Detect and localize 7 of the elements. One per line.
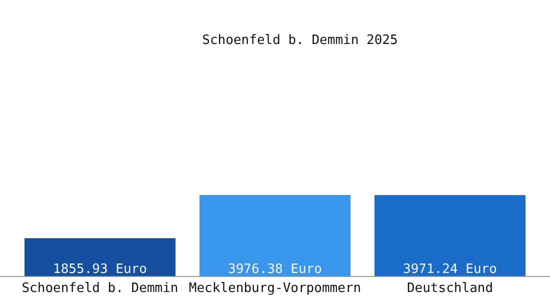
data-label: 3976.38 Euro: [228, 262, 322, 277]
data-label: 1855.93 Euro: [53, 262, 147, 277]
data-label: 3971.24 Euro: [403, 262, 497, 277]
x-tick-label: Deutschland: [406, 281, 494, 296]
x-tick-label: Schoenfeld b. Demmin: [22, 281, 178, 296]
chart-title: Schoenfeld b. Demmin 2025: [202, 33, 398, 48]
x-tick-label: Mecklenburg-Vorpommern: [188, 281, 362, 296]
